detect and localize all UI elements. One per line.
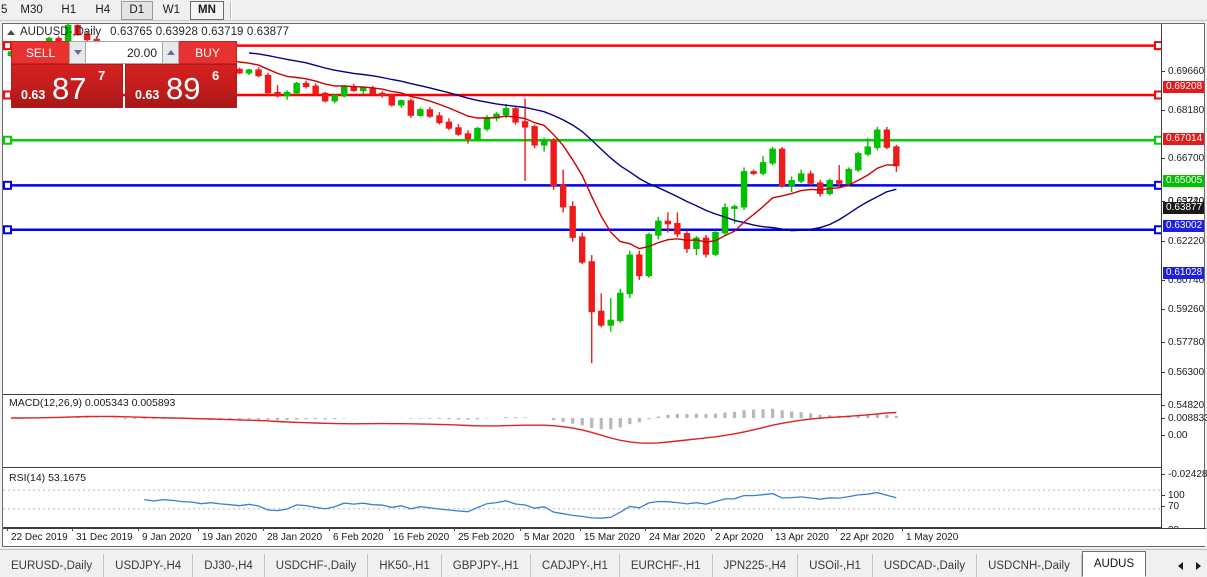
macd-plot <box>11 408 898 444</box>
price-tick: 0.66700 <box>1162 153 1205 164</box>
rsi-plot <box>3 489 1163 519</box>
time-label: 28 Jan 2020 <box>262 528 323 543</box>
macd-tick: -0.02428 <box>1162 469 1207 480</box>
chart-tab-usdchf-daily[interactable]: USDCHF-,Daily <box>265 554 369 577</box>
time-label: 19 Jan 2020 <box>197 528 258 543</box>
one-click-trading-panel[interactable]: SELL 20.00 BUY 0.63 87 7 0.63 89 <box>11 41 237 108</box>
price-tick: 0.54820 <box>1162 400 1205 411</box>
price-level-tag: 0.65005 <box>1163 175 1205 187</box>
macd-tick: 0.00 <box>1162 430 1205 441</box>
chevron-down-icon <box>73 50 82 55</box>
oct-prices-row: 0.63 87 7 0.63 89 6 <box>11 64 237 108</box>
symbol-header: AUDUSD-,Daily 0.63765 0.63928 0.63719 0.… <box>3 24 1204 40</box>
price-level-tag: 0.67014 <box>1163 133 1205 145</box>
price-tick: 0.63740 <box>1162 196 1205 207</box>
buy-price-main: 89 <box>166 71 201 106</box>
time-label: 2 Apr 2020 <box>710 528 764 543</box>
timeframe-button-d1[interactable]: D1 <box>120 0 153 20</box>
time-label: 22 Apr 2020 <box>836 528 894 543</box>
timeframe-button-w1[interactable]: W1 <box>162 4 181 16</box>
price-level-tag: 0.69208 <box>1163 81 1205 93</box>
price-tick: 0.62220 <box>1162 236 1205 247</box>
time-label: 13 Apr 2020 <box>771 528 829 543</box>
macd-pane[interactable]: MACD(12,26,9) 0.005343 0.005893 <box>3 394 1163 468</box>
ohlc-values: 0.63765 0.63928 0.63719 0.63877 <box>110 26 290 38</box>
chart-tab-bar: EURUSD-,Daily USDJPY-,H4 DJ30-,H4 USDCHF-,D… <box>0 549 1207 577</box>
timeframe-button-5[interactable]: 5 <box>1 4 8 16</box>
price-tick: 0.69660 <box>1162 66 1205 77</box>
chart-tab-jpn225-h4[interactable]: JPN225-,H4 <box>713 554 799 577</box>
timeframe-button-m30[interactable]: M30 <box>20 4 43 16</box>
chart-tab-hk50-h1[interactable]: HK50-,H1 <box>368 554 442 577</box>
chart-tab-gbpjpy-h1[interactable]: GBPJPY-,H1 <box>442 554 531 577</box>
price-tick: 0.56300 <box>1162 367 1205 378</box>
sell-button[interactable]: SELL <box>11 41 69 64</box>
buy-price-fraction: 6 <box>212 68 220 83</box>
volume-input[interactable]: 20.00 <box>86 41 162 64</box>
chart-tab-cadjpy-h1[interactable]: CADJPY-,H1 <box>531 554 620 577</box>
time-label: 22 Dec 2019 <box>7 528 68 543</box>
buy-button[interactable]: BUY <box>179 41 237 64</box>
chart-tab-usdcad-daily[interactable]: USDCAD-,Daily <box>873 554 978 577</box>
chart-tab-eurchf-h1[interactable]: EURCHF-,H1 <box>620 554 713 577</box>
price-tick: 0.57780 <box>1162 337 1205 348</box>
rsi-tick: 70 <box>1162 501 1205 512</box>
timeframe-button-h1[interactable]: H1 <box>61 4 77 16</box>
tab-scroll-right-button[interactable] <box>1189 554 1207 577</box>
chart-tab-dj30-h4[interactable]: DJ30-,H4 <box>193 554 265 577</box>
collapse-triangle-icon[interactable] <box>7 29 15 35</box>
time-label: 16 Feb 2020 <box>388 528 450 543</box>
timeframe-button-mn[interactable]: MN <box>190 0 224 20</box>
time-label: 15 Mar 2020 <box>579 528 641 543</box>
chevron-up-icon <box>166 50 175 55</box>
time-label: 5 Mar 2020 <box>520 528 575 543</box>
volume-increment-button[interactable] <box>162 41 179 64</box>
chart-tab-usoil-h1[interactable]: USOil-,H1 <box>798 554 873 577</box>
chart-tabs: EURUSD-,Daily USDJPY-,H4 DJ30-,H4 USDCHF-,D… <box>0 549 1171 577</box>
timeframe-button-h4[interactable]: H4 <box>95 4 111 16</box>
price-tick: 0.60740 <box>1162 275 1205 286</box>
tab-scroll-left-button[interactable] <box>1171 554 1189 577</box>
price-scale[interactable]: 0.696600.681800.667000.652200.637400.622… <box>1161 24 1207 548</box>
timeframe-toolbar: 5 M30 H1 H4 D1 W1 MN <box>0 0 1207 21</box>
price-level-tag: 0.63877 <box>1163 202 1205 214</box>
buy-price-prefix: 0.63 <box>135 88 160 102</box>
chart-tab-usdcnh-daily[interactable]: USDCNH-,Daily <box>977 554 1082 577</box>
rsi-label: RSI(14) 53.1675 <box>7 472 89 484</box>
buy-price-tile[interactable]: 0.63 89 6 <box>125 64 237 108</box>
sell-price-prefix: 0.63 <box>21 88 46 102</box>
macd-label: MACD(12,26,9) 0.005343 0.005893 <box>7 397 178 409</box>
time-label: 24 Mar 2020 <box>644 528 706 543</box>
macd-tick: 0.008833 <box>1162 413 1207 424</box>
symbol-name: AUDUSD-,Daily <box>20 26 102 38</box>
time-label: 9 Jan 2020 <box>138 528 192 543</box>
time-label: 1 May 2020 <box>901 528 959 543</box>
rsi-pane[interactable]: RSI(14) 53.1675 <box>3 470 1163 528</box>
arrow-left-icon <box>1177 561 1183 570</box>
chart-area[interactable]: AUDUSD-,Daily 0.63765 0.63928 0.63719 0.… <box>2 23 1207 548</box>
time-scale[interactable]: 22 Dec 2019 31 Dec 2019 9 Jan 2020 19 Jan 2… <box>3 528 1206 546</box>
toolbar-separator <box>229 1 232 19</box>
time-label: 25 Feb 2020 <box>453 528 515 543</box>
arrow-right-icon <box>1195 561 1201 570</box>
chart-tab-eurusd-daily[interactable]: EURUSD-,Daily <box>0 554 105 577</box>
volume-decrement-button[interactable] <box>69 41 86 64</box>
chart-tab-audus[interactable]: AUDUS <box>1081 551 1147 577</box>
price-level-tag: 0.61028 <box>1163 267 1205 279</box>
chart-tab-usdjpy-h4[interactable]: USDJPY-,H4 <box>104 554 194 577</box>
price-tick: 0.68180 <box>1162 105 1205 116</box>
time-label: 6 Feb 2020 <box>329 528 384 543</box>
time-label: 31 Dec 2019 <box>72 528 133 543</box>
sell-price-fraction: 7 <box>98 68 106 83</box>
sell-price-main: 87 <box>52 71 87 106</box>
sell-price-tile[interactable]: 0.63 87 7 <box>11 64 123 108</box>
price-level-tag: 0.63002 <box>1163 220 1205 232</box>
oct-controls-row: SELL 20.00 BUY <box>11 41 237 64</box>
price-tick: 0.59260 <box>1162 304 1205 315</box>
rsi-tick: 100 <box>1162 490 1205 501</box>
